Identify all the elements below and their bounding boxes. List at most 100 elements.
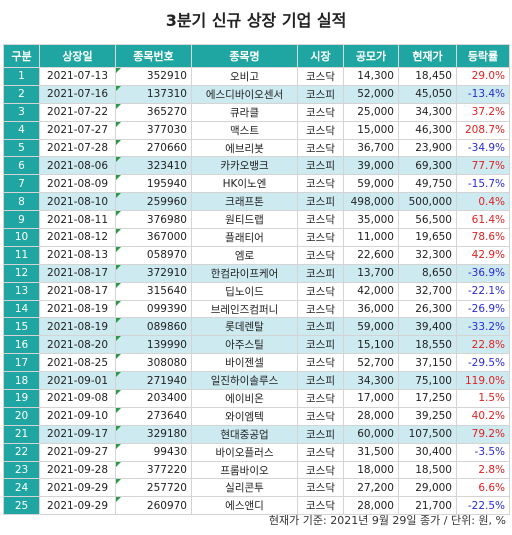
table-row: 1 2021-07-13 352910 오비고 코스닥 14,300 18,450 29.0% — [3, 67, 510, 86]
stock-code-cell: 377030 — [115, 120, 192, 140]
stock-code-cell: 137310 — [115, 84, 192, 104]
row-number: 7 — [3, 174, 40, 194]
stock-code-text: 089860 — [146, 320, 187, 333]
stock-code-cell: 271940 — [115, 371, 192, 391]
ipo-price-cell: 59,000 — [343, 174, 399, 194]
stock-name-cell: 에이비온 — [191, 389, 298, 408]
ipo-price-cell: 34,300 — [343, 371, 399, 391]
stock-name-cell: 카카오뱅크 — [191, 156, 298, 176]
stock-code-cell: 139990 — [115, 335, 192, 355]
change-rate-cell: 2.8% — [456, 460, 510, 480]
cell-indicator-icon — [116, 122, 121, 127]
stock-code-cell: 260970 — [115, 496, 192, 516]
stock-code-cell: 203400 — [115, 389, 192, 408]
stock-name-cell: 바이오플러스 — [191, 442, 298, 462]
listing-date-cell: 2021-09-27 — [39, 442, 116, 462]
stock-code-cell: 329180 — [115, 424, 192, 444]
row-number: 14 — [3, 299, 40, 319]
stock-name-cell: 원티드랩 — [191, 210, 298, 230]
stock-code-text: 377030 — [146, 124, 187, 137]
row-number: 18 — [3, 371, 40, 391]
listing-date-cell: 2021-09-10 — [39, 406, 116, 426]
change-rate-cell: 6.6% — [456, 478, 510, 498]
stock-name-cell: 플래티어 — [191, 228, 298, 247]
table-row: 25 2021-09-29 260970 에스앤디 코스닥 28,000 21,700 -22… — [3, 496, 510, 516]
ipo-price-cell: 15,100 — [343, 335, 399, 355]
row-number: 20 — [3, 406, 40, 426]
ipo-price-cell: 59,000 — [343, 317, 399, 337]
listing-date-cell: 2021-08-12 — [39, 228, 116, 247]
cell-indicator-icon — [116, 229, 121, 235]
listing-date-cell: 2021-08-17 — [39, 281, 116, 301]
current-price-cell: 69,300 — [398, 156, 457, 176]
stock-code-cell: 308080 — [115, 353, 192, 373]
stock-name-cell: 롯데렌탈 — [191, 317, 298, 337]
current-price-cell: 23,900 — [398, 138, 457, 158]
listing-date-cell: 2021-07-22 — [39, 102, 116, 122]
ipo-price-cell: 36,700 — [343, 138, 399, 158]
change-rate-cell: 42.9% — [456, 245, 510, 265]
market-cell: 코스닥 — [297, 67, 344, 86]
listing-date-cell: 2021-07-16 — [39, 84, 116, 104]
change-rate-cell: 1.5% — [456, 389, 510, 408]
column-header-listing-date: 상장일 — [39, 44, 116, 68]
row-number: 15 — [3, 317, 40, 337]
cell-indicator-icon — [116, 426, 121, 431]
stock-code-text: 259960 — [146, 195, 187, 208]
market-cell: 코스닥 — [297, 353, 344, 373]
cell-indicator-icon — [116, 104, 121, 109]
row-number: 3 — [3, 102, 40, 122]
row-number: 10 — [3, 228, 40, 247]
table-row: 5 2021-07-28 270660 에브리봇 코스닥 36,700 23,900 -34.… — [3, 138, 510, 158]
ipo-price-cell: 13,700 — [343, 263, 399, 283]
listing-date-cell: 2021-07-13 — [39, 67, 116, 86]
stock-code-cell: 195940 — [115, 174, 192, 194]
table-row: 24 2021-09-29 257720 실리콘투 코스닥 27,200 29,000 6.6… — [3, 478, 510, 498]
row-number: 11 — [3, 245, 40, 265]
ipo-price-cell: 36,000 — [343, 299, 399, 319]
cell-indicator-icon — [116, 175, 121, 181]
row-number: 4 — [3, 120, 40, 140]
table-row: 17 2021-08-25 308080 바이젠셀 코스닥 52,700 37,150 -29… — [3, 353, 510, 373]
change-rate-cell: 77.7% — [456, 156, 510, 176]
stock-name-cell: 현대중공업 — [191, 424, 298, 444]
current-price-cell: 500,000 — [398, 192, 457, 212]
cell-indicator-icon — [116, 140, 121, 145]
column-header-current-price: 현재가 — [398, 44, 457, 68]
ipo-price-cell: 14,300 — [343, 67, 399, 86]
table-row: 20 2021-09-10 273640 와이엠텍 코스닥 28,000 39,250 40.… — [3, 406, 510, 426]
stock-code-cell: 323410 — [115, 156, 192, 176]
stock-code-text: 367000 — [146, 231, 187, 244]
row-number: 22 — [3, 442, 40, 462]
change-rate-cell: -13.4% — [456, 84, 510, 104]
table-row: 11 2021-08-13 058970 엠로 코스닥 22,600 32,300 42.9% — [3, 245, 510, 265]
table-header-row: 구분 상장일 종목번호 종목명 시장 공모가 현재가 등락률 — [3, 44, 510, 68]
row-number: 9 — [3, 210, 40, 230]
listing-date-cell: 2021-08-13 — [39, 245, 116, 265]
stock-code-cell: 372910 — [115, 263, 192, 283]
cell-indicator-icon — [116, 479, 121, 485]
stock-code-cell: 273640 — [115, 406, 192, 426]
stock-code-cell: 367000 — [115, 228, 192, 247]
row-number: 6 — [3, 156, 40, 176]
listing-date-cell: 2021-08-09 — [39, 174, 116, 194]
change-rate-cell: 29.0% — [456, 67, 510, 86]
market-cell: 코스닥 — [297, 496, 344, 516]
market-cell: 코스닥 — [297, 174, 344, 194]
ipo-price-cell: 28,000 — [343, 406, 399, 426]
stock-name-cell: 딥노이드 — [191, 281, 298, 301]
table-row: 18 2021-09-01 271940 일진하이솔루스 코스피 34,300 75,100… — [3, 371, 510, 391]
stock-code-text: 315640 — [146, 285, 187, 298]
stock-code-text: 377220 — [146, 464, 187, 477]
stock-code-text: 352910 — [146, 70, 187, 83]
current-price-cell: 39,400 — [398, 317, 457, 337]
stock-code-text: 99430 — [153, 446, 187, 459]
stock-code-text: 323410 — [146, 159, 187, 172]
market-cell: 코스피 — [297, 371, 344, 391]
market-cell: 코스피 — [297, 335, 344, 355]
current-price-cell: 17,250 — [398, 389, 457, 408]
change-rate-cell: -3.5% — [456, 442, 510, 462]
table-row: 2 2021-07-16 137310 에스디바이오센서 코스피 52,000 45,050… — [3, 84, 510, 104]
table-row: 21 2021-09-17 329180 현대중공업 코스피 60,000 107,500 7… — [3, 424, 510, 444]
row-number: 25 — [3, 496, 40, 516]
